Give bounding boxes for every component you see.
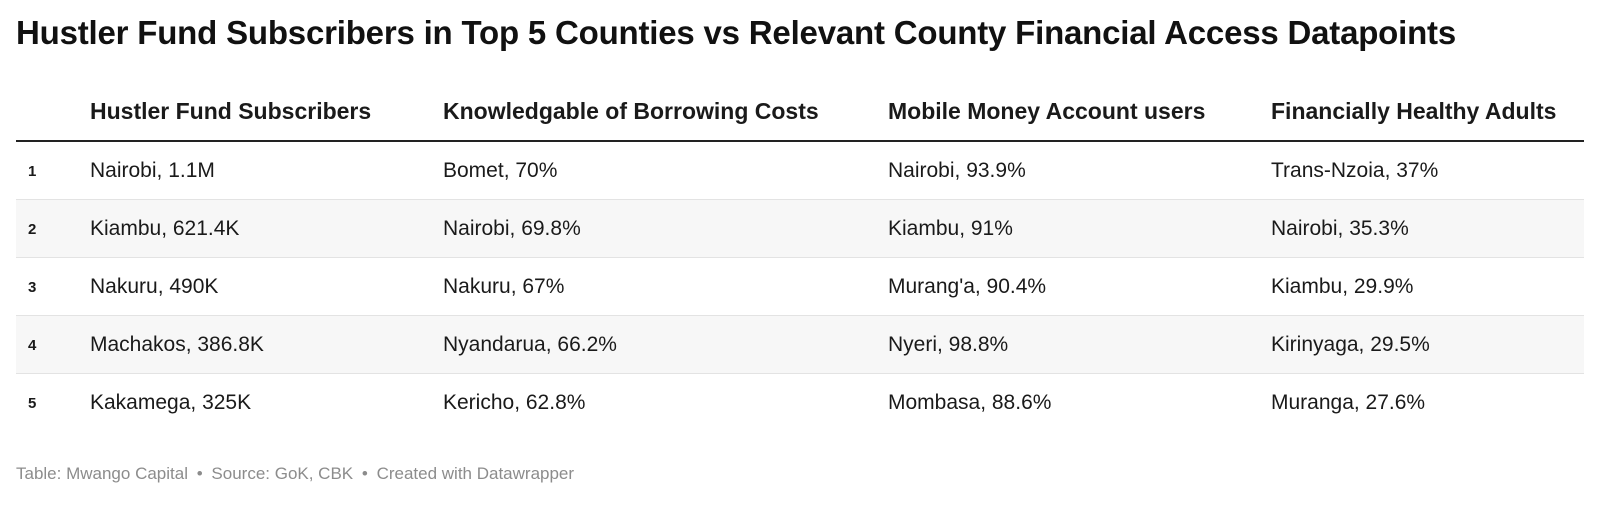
table-cell: Nairobi, 35.3% <box>1271 217 1409 240</box>
table-cell: Trans-Nzoia, 37% <box>1271 159 1439 182</box>
chart-title: Hustler Fund Subscribers in Top 5 Counti… <box>16 14 1457 51</box>
table-cell: Kakamega, 325K <box>90 391 252 414</box>
table-cell: Kiambu, 91% <box>888 217 1013 240</box>
row-rank: 5 <box>28 395 37 412</box>
table-cell: Nyeri, 98.8% <box>888 333 1009 356</box>
table-cell: Nairobi, 93.9% <box>888 159 1026 182</box>
table-cell: Murang'a, 90.4% <box>888 275 1047 298</box>
table-cell: Nairobi, 69.8% <box>443 217 581 240</box>
footer-separator: • <box>361 464 368 483</box>
table-row: 4 Machakos, 386.8K Nyandarua, 66.2% Nyer… <box>16 316 1584 374</box>
row-rank: 3 <box>28 279 37 296</box>
column-header-hustler-fund-subscribers[interactable]: Hustler Fund Subscribers <box>90 98 372 124</box>
footer-credit: Table: Mwango Capital <box>16 464 188 483</box>
column-header-financially-healthy-adults[interactable]: Financially Healthy Adults <box>1271 98 1557 124</box>
table-cell: Kericho, 62.8% <box>443 391 586 414</box>
column-header-mobile-money-account-users[interactable]: Mobile Money Account users <box>888 98 1206 124</box>
table-cell: Muranga, 27.6% <box>1271 391 1426 414</box>
table-cell: Kiambu, 29.9% <box>1271 275 1414 298</box>
column-header-knowledgable-of-borrowing-costs[interactable]: Knowledgable of Borrowing Costs <box>443 98 819 124</box>
table-cell: Kirinyaga, 29.5% <box>1271 333 1430 356</box>
row-rank: 1 <box>28 163 37 180</box>
data-table: Hustler Fund Subscribers Knowledgable of… <box>16 84 1584 431</box>
table-cell: Bomet, 70% <box>443 159 558 182</box>
table-cell: Mombasa, 88.6% <box>888 391 1052 414</box>
row-rank: 2 <box>28 221 37 238</box>
footer-source: Source: GoK, CBK <box>211 464 354 483</box>
table-row: 3 Nakuru, 490K Nakuru, 67% Murang'a, 90.… <box>16 258 1584 316</box>
chart-footer: Table: Mwango Capital • Source: GoK, CBK… <box>16 464 574 484</box>
table-cell: Machakos, 386.8K <box>90 333 264 356</box>
table-row: 5 Kakamega, 325K Kericho, 62.8% Mombasa,… <box>16 374 1584 431</box>
table-cell: Nairobi, 1.1M <box>90 159 215 182</box>
table-row: 2 Kiambu, 621.4K Nairobi, 69.8% Kiambu, … <box>16 200 1584 258</box>
table-cell: Nyandarua, 66.2% <box>443 333 617 356</box>
table-row: 1 Nairobi, 1.1M Bomet, 70% Nairobi, 93.9… <box>16 142 1584 200</box>
row-rank: 4 <box>28 337 37 354</box>
footer-separator: • <box>196 464 203 483</box>
table-cell: Nakuru, 67% <box>443 275 565 298</box>
footer-tool-link[interactable]: Created with Datawrapper <box>376 464 575 483</box>
table-header: Hustler Fund Subscribers Knowledgable of… <box>16 84 1584 142</box>
table-cell: Kiambu, 621.4K <box>90 217 240 240</box>
table-cell: Nakuru, 490K <box>90 275 219 298</box>
